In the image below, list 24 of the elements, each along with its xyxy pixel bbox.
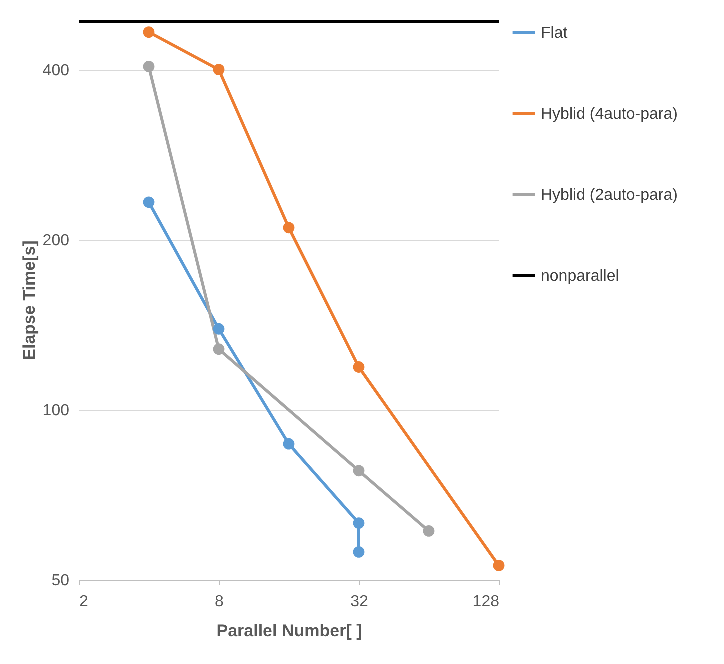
legend-label: Hyblid (4auto-para) bbox=[541, 106, 678, 123]
point bbox=[283, 222, 295, 234]
x-tick-label: 2 bbox=[80, 594, 88, 610]
point bbox=[213, 344, 225, 356]
point bbox=[143, 196, 155, 208]
point bbox=[143, 26, 155, 38]
y-tick-label: 100 bbox=[42, 402, 70, 420]
y-tick-label: 400 bbox=[42, 62, 70, 80]
legend-label: nonparallel bbox=[541, 268, 620, 285]
x-axis-title: Parallel Number[ ] bbox=[216, 622, 362, 640]
x-tick-label: 8 bbox=[215, 594, 224, 610]
y-tick-label: 200 bbox=[42, 232, 70, 250]
point bbox=[283, 438, 295, 450]
legend-label: Flat bbox=[541, 25, 568, 42]
point bbox=[213, 64, 225, 76]
point bbox=[143, 61, 155, 72]
legend-label: Hyblid (2auto-para) bbox=[541, 187, 678, 204]
x-tick-label: 32 bbox=[350, 594, 368, 610]
point bbox=[353, 518, 365, 529]
y-axis-title: Elapse Time[s] bbox=[20, 240, 39, 360]
point bbox=[353, 362, 365, 373]
y-tick-label: 50 bbox=[52, 572, 70, 590]
x-tick-label: 128 bbox=[472, 594, 500, 610]
point bbox=[213, 323, 225, 335]
